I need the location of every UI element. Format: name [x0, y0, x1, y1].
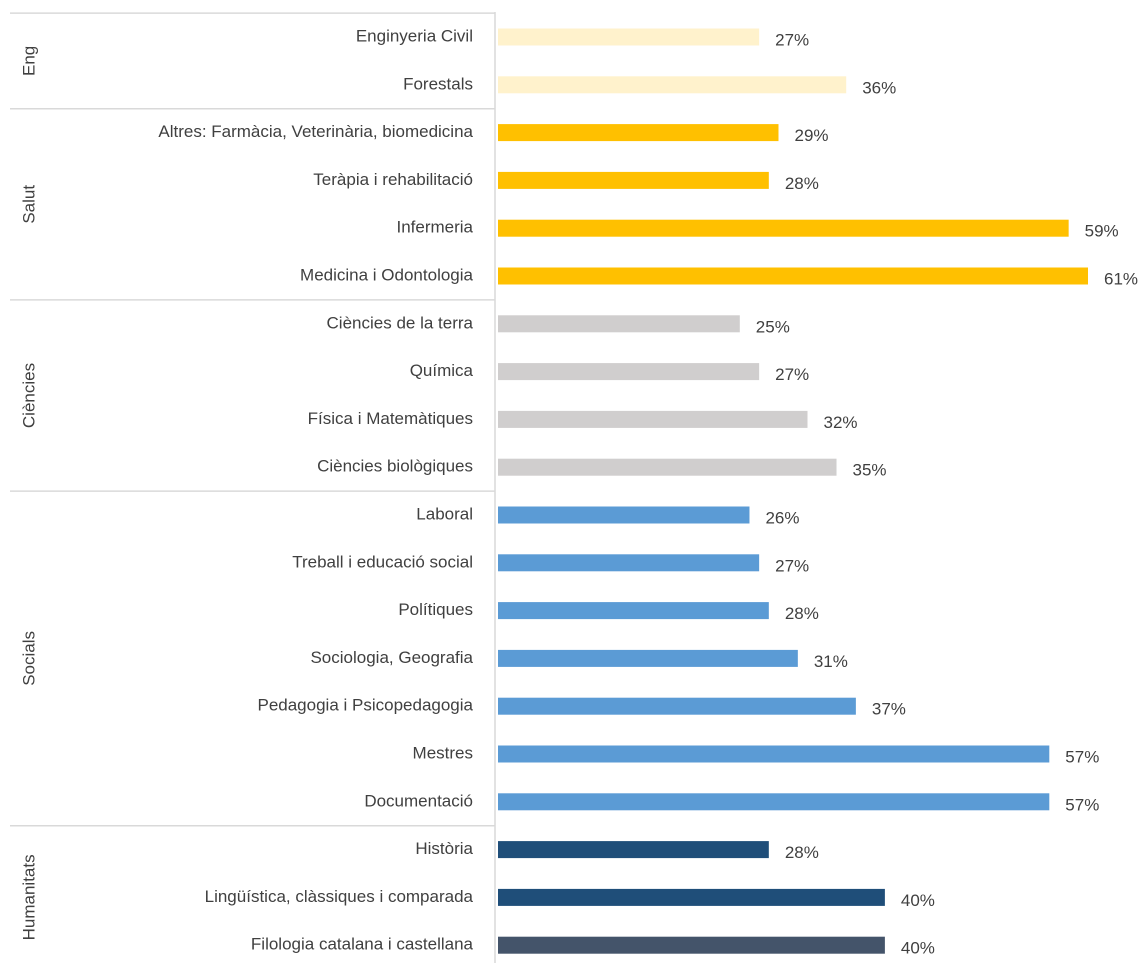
category-label: Enginyeria Civil [356, 26, 473, 45]
group-label: Humanitats [19, 854, 38, 940]
bar [498, 28, 760, 46]
category-label: Filologia catalana i castellana [251, 935, 474, 954]
bar [498, 745, 1050, 763]
value-label: 32% [824, 413, 858, 432]
group-label: Socials [19, 631, 38, 686]
bar [498, 649, 798, 667]
value-label: 61% [1104, 269, 1138, 288]
value-label: 35% [853, 461, 887, 480]
bar [498, 888, 885, 906]
value-label: 31% [814, 652, 848, 671]
bar [498, 602, 769, 620]
bar [498, 506, 750, 524]
value-label: 57% [1065, 747, 1099, 766]
category-label: Laboral [416, 504, 473, 523]
bar [498, 793, 1050, 811]
category-label: Física i Matemàtiques [308, 409, 473, 428]
value-label: 37% [872, 700, 906, 719]
value-label: 28% [785, 843, 819, 862]
bar [498, 697, 856, 715]
value-label: 57% [1065, 795, 1099, 814]
category-label: Mestres [413, 743, 473, 762]
value-label: 27% [775, 365, 809, 384]
bar [498, 219, 1069, 237]
value-label: 26% [765, 508, 799, 527]
category-label: Pedagogia i Psicopedagogia [257, 696, 473, 715]
category-label: Forestals [403, 74, 473, 93]
category-label: Documentació [364, 791, 473, 810]
value-label: 40% [901, 891, 935, 910]
bar [498, 363, 760, 381]
bar [498, 124, 779, 142]
group-label: Eng [19, 46, 38, 76]
value-label: 27% [775, 556, 809, 575]
category-label: Ciències de la terra [327, 313, 474, 332]
bar [498, 936, 885, 954]
category-label: Treball i educació social [292, 552, 473, 571]
category-label: Teràpia i rehabilitació [313, 170, 473, 189]
value-label: 28% [785, 604, 819, 623]
category-label: Infermeria [396, 218, 473, 237]
value-label: 29% [794, 126, 828, 145]
bar [498, 410, 808, 428]
value-label: 36% [862, 78, 896, 97]
bar [498, 554, 760, 572]
value-label: 40% [901, 939, 935, 958]
category-label: Altres: Farmàcia, Veterinària, biomedici… [158, 122, 473, 141]
value-label: 25% [756, 317, 790, 336]
category-label: Química [410, 361, 474, 380]
group-label: Ciències [19, 363, 38, 428]
category-label: Ciències biològiques [317, 457, 473, 476]
category-label: Sociologia, Geografia [310, 648, 473, 667]
category-label: Polítiques [398, 600, 473, 619]
value-label: 28% [785, 174, 819, 193]
bar [498, 76, 847, 94]
bar [498, 171, 769, 189]
bar [498, 841, 769, 859]
category-label: Història [415, 839, 473, 858]
value-label: 27% [775, 30, 809, 49]
bar [498, 458, 837, 476]
bar [498, 315, 740, 333]
bar [498, 267, 1088, 285]
category-label: Medicina i Odontologia [300, 265, 473, 284]
value-label: 59% [1085, 222, 1119, 241]
group-label: Salut [19, 185, 38, 224]
category-label: Lingüística, clàssiques i comparada [205, 887, 474, 906]
